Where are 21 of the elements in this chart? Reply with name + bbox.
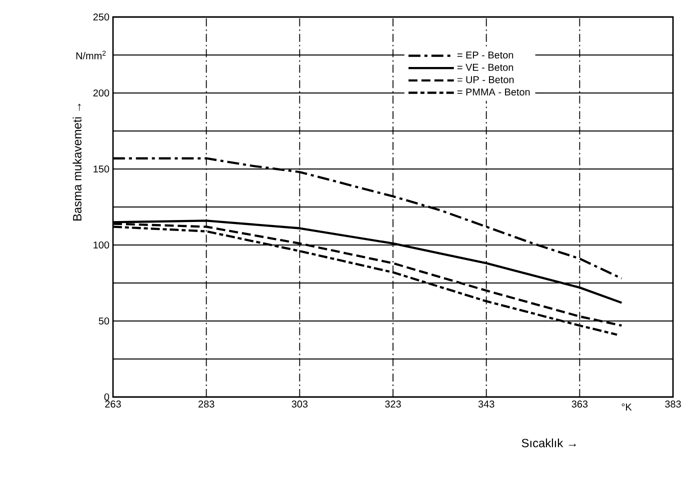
y-axis-title: Basma mukavemeti → (72, 104, 82, 221)
legend-label: = VE - Beton (457, 64, 514, 71)
y-tick-label: 250 (93, 13, 110, 21)
legend-label: = UP - Beton (457, 76, 514, 84)
text: °K (622, 404, 632, 410)
legend-label: = EP - Beton (457, 52, 514, 59)
x-tick-label: 323 (385, 400, 401, 408)
y-tick-label: 100 (94, 241, 110, 249)
text: N/mm$^{2}$ (76, 50, 106, 60)
x-tick-label: 343 (478, 400, 494, 408)
x-axis-title: Sıcaklık → (522, 438, 576, 448)
x-tick-label: 263 (105, 400, 121, 408)
x-tick-label: 303 (292, 400, 308, 408)
y-tick-label: 50 (98, 317, 110, 325)
y-tick-label: 150 (94, 165, 110, 173)
x-tick-label: 363 (572, 400, 588, 408)
x-tick-label: 383 (665, 400, 681, 408)
legend-label: = PMMA - Beton (457, 88, 530, 96)
y-tick-label: 200 (93, 89, 110, 97)
x-tick-label: 283 (198, 400, 214, 408)
y-tick-label: 0 (104, 393, 110, 401)
